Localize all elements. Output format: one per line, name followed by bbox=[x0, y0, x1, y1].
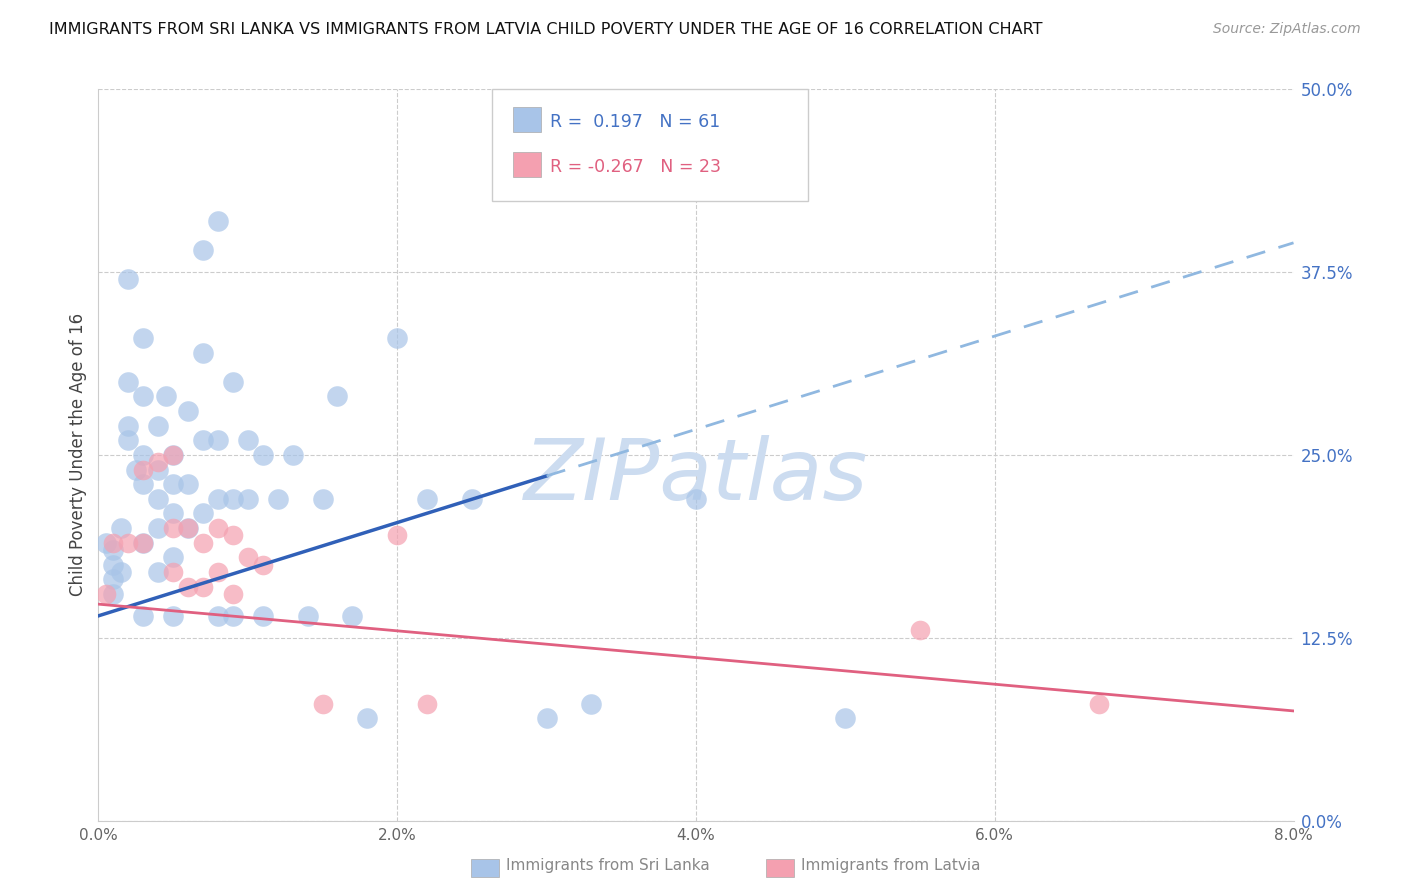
Point bbox=[103, 558, 125, 572]
Text: R =  0.197   N = 61: R = 0.197 N = 61 bbox=[550, 113, 720, 131]
Point bbox=[162, 477, 184, 491]
Point bbox=[148, 521, 170, 535]
Point bbox=[177, 580, 200, 594]
Point bbox=[94, 535, 117, 549]
Point bbox=[236, 550, 259, 565]
Point bbox=[416, 697, 439, 711]
Point bbox=[207, 434, 229, 448]
Text: Source: ZipAtlas.com: Source: ZipAtlas.com bbox=[1213, 22, 1361, 37]
Text: Immigrants from Sri Lanka: Immigrants from Sri Lanka bbox=[506, 858, 710, 873]
Text: Immigrants from Latvia: Immigrants from Latvia bbox=[801, 858, 981, 873]
Point bbox=[222, 608, 245, 623]
Point bbox=[117, 375, 139, 389]
Point bbox=[103, 535, 125, 549]
Point bbox=[191, 507, 214, 521]
Text: ZIPatlas: ZIPatlas bbox=[524, 435, 868, 518]
Point bbox=[311, 491, 333, 506]
Point bbox=[132, 462, 155, 476]
Point bbox=[297, 608, 319, 623]
Point bbox=[236, 491, 259, 506]
Point bbox=[132, 477, 155, 491]
Point bbox=[908, 624, 931, 638]
Point bbox=[132, 608, 155, 623]
Point bbox=[252, 448, 274, 462]
Point bbox=[1088, 697, 1111, 711]
Point bbox=[117, 418, 139, 433]
Point bbox=[177, 477, 200, 491]
Point bbox=[132, 331, 155, 345]
Point bbox=[162, 507, 184, 521]
Point bbox=[385, 331, 409, 345]
Point bbox=[191, 345, 214, 359]
Point bbox=[356, 711, 378, 725]
Point bbox=[252, 558, 274, 572]
Point bbox=[326, 389, 349, 403]
Point bbox=[148, 462, 170, 476]
Point bbox=[207, 491, 229, 506]
Point bbox=[281, 448, 304, 462]
Point bbox=[94, 587, 117, 601]
Point bbox=[117, 535, 139, 549]
Point bbox=[103, 587, 125, 601]
Point bbox=[103, 572, 125, 586]
Point bbox=[207, 214, 229, 228]
Point bbox=[236, 434, 259, 448]
Point bbox=[191, 243, 214, 257]
Point bbox=[207, 608, 229, 623]
Point bbox=[461, 491, 484, 506]
Text: IMMIGRANTS FROM SRI LANKA VS IMMIGRANTS FROM LATVIA CHILD POVERTY UNDER THE AGE : IMMIGRANTS FROM SRI LANKA VS IMMIGRANTS … bbox=[49, 22, 1043, 37]
Point bbox=[148, 418, 170, 433]
Point bbox=[191, 535, 214, 549]
Point bbox=[222, 587, 245, 601]
Point bbox=[162, 448, 184, 462]
Point bbox=[132, 389, 155, 403]
Point bbox=[110, 565, 132, 579]
Point bbox=[162, 608, 184, 623]
Point bbox=[416, 491, 439, 506]
Point bbox=[132, 535, 155, 549]
Point bbox=[110, 521, 132, 535]
Point bbox=[222, 491, 245, 506]
Point bbox=[103, 543, 125, 558]
Point bbox=[162, 521, 184, 535]
Point bbox=[385, 528, 409, 542]
Point bbox=[117, 434, 139, 448]
Point bbox=[311, 697, 333, 711]
Point bbox=[162, 448, 184, 462]
Point bbox=[148, 455, 170, 469]
Point bbox=[536, 711, 558, 725]
Point bbox=[162, 550, 184, 565]
Point bbox=[148, 491, 170, 506]
Point bbox=[267, 491, 290, 506]
Point bbox=[342, 608, 364, 623]
Point bbox=[834, 711, 856, 725]
Point bbox=[177, 521, 200, 535]
Point bbox=[252, 608, 274, 623]
Point bbox=[222, 528, 245, 542]
Point bbox=[162, 565, 184, 579]
Point bbox=[148, 565, 170, 579]
Point bbox=[222, 375, 245, 389]
Point bbox=[132, 535, 155, 549]
Point bbox=[132, 448, 155, 462]
Point bbox=[685, 491, 707, 506]
Point bbox=[155, 389, 177, 403]
Point bbox=[191, 434, 214, 448]
Point bbox=[581, 697, 603, 711]
Y-axis label: Child Poverty Under the Age of 16: Child Poverty Under the Age of 16 bbox=[69, 313, 87, 597]
Point bbox=[177, 404, 200, 418]
Point bbox=[207, 565, 229, 579]
Text: R = -0.267   N = 23: R = -0.267 N = 23 bbox=[550, 158, 721, 176]
Point bbox=[191, 580, 214, 594]
Point bbox=[177, 521, 200, 535]
Point bbox=[125, 462, 148, 476]
Point bbox=[117, 272, 139, 286]
Point bbox=[207, 521, 229, 535]
